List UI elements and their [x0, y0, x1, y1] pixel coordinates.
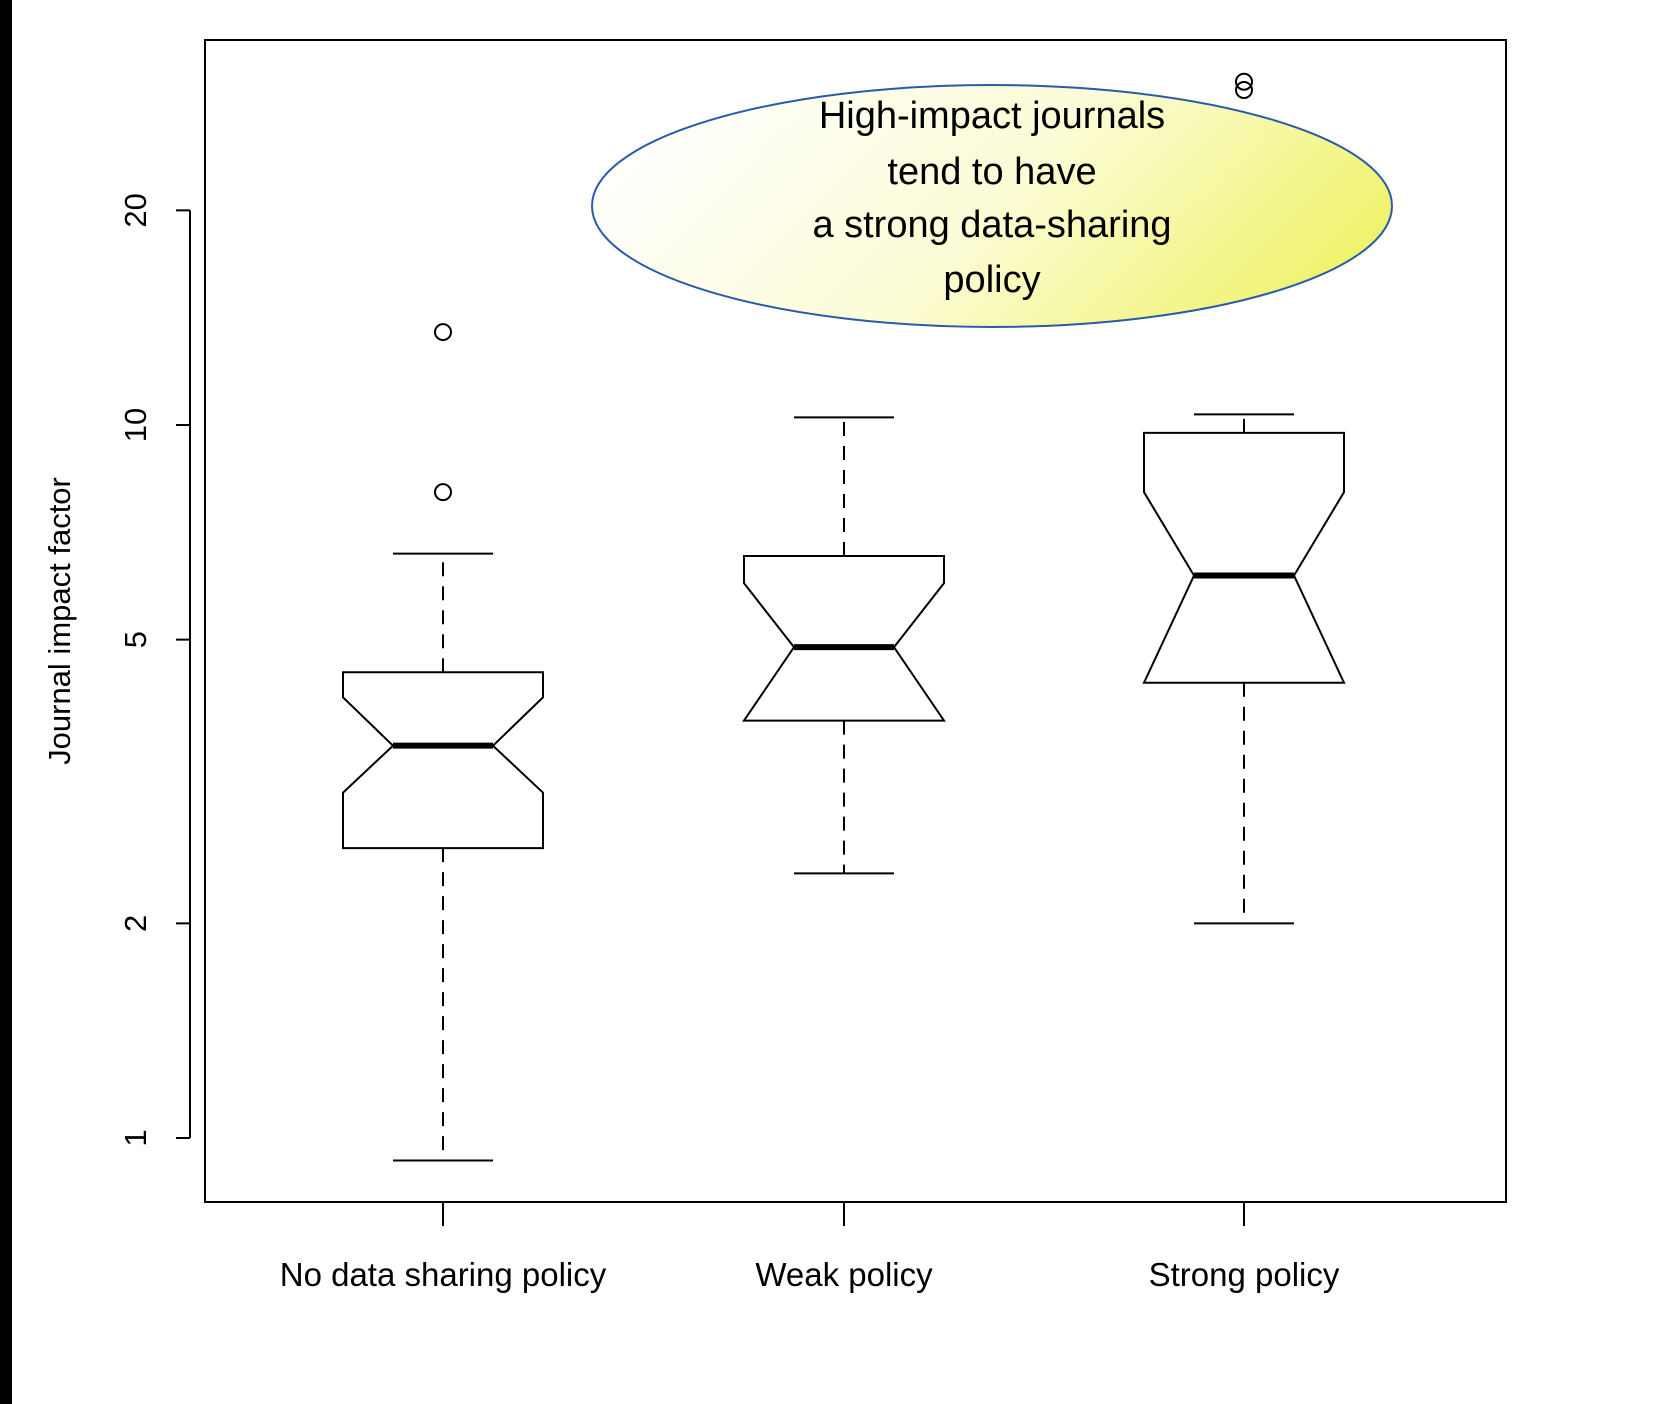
- y-tick-label: 2: [118, 915, 153, 932]
- y-tick-label: 5: [118, 631, 153, 648]
- notched-box: [1142, 431, 1346, 684]
- y-axis: 1 2 5 10 20: [118, 193, 191, 1147]
- outlier-point: [434, 483, 452, 502]
- annotation-line: policy: [943, 259, 1040, 301]
- chart-frame: 1 2 5 10 20 No data sharing policy Weak polic…: [12, 0, 1668, 1404]
- boxes: [342, 72, 1346, 1162]
- boxplot-chart: 1 2 5 10 20 No data sharing policy Weak polic…: [42, 39, 1507, 1293]
- annotation-line: a strong data-sharing: [812, 204, 1171, 246]
- y-tick-label: 10: [118, 408, 153, 442]
- annotation-ellipse: [591, 84, 1393, 328]
- plot-area: [204, 39, 1507, 1203]
- x-tick-label: Strong policy: [1149, 1256, 1340, 1293]
- box-3: [1142, 72, 1346, 925]
- notched-box: [342, 671, 544, 850]
- x-tick-label: Weak policy: [755, 1256, 933, 1293]
- annotation-line: tend to have: [887, 151, 1096, 193]
- x-axis: No data sharing policy Weak policy Strong …: [280, 1202, 1340, 1293]
- box-1: [342, 323, 544, 1162]
- annotation-line: High-impact journals: [819, 95, 1165, 137]
- y-tick-label: 20: [118, 193, 153, 227]
- box-2: [742, 416, 946, 875]
- x-tick-label: No data sharing policy: [280, 1256, 607, 1293]
- outlier-point: [434, 323, 452, 342]
- y-axis-label: Journal impact factor: [42, 477, 77, 765]
- outlier-point: [1235, 72, 1253, 91]
- annotation-bubble: High-impact journals tend to have a strong…: [591, 84, 1393, 328]
- y-tick-label: 1: [118, 1129, 153, 1146]
- notched-box: [742, 555, 946, 722]
- outlier-point: [1235, 81, 1253, 100]
